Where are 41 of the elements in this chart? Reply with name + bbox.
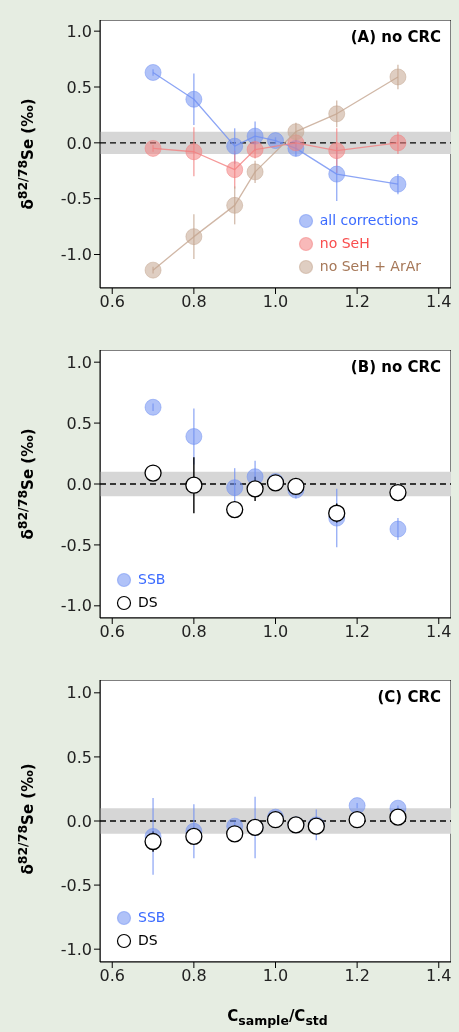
legend-label: SSB	[138, 908, 166, 927]
x-tick-label: 1.0	[262, 966, 289, 986]
legend-label: no SeH	[319, 234, 370, 253]
y-tick-label: 0.5	[66, 413, 92, 433]
legend-label: DS	[138, 593, 158, 612]
x-tick-label: 0.8	[181, 966, 207, 986]
x-axis-title: C$_{sample}$/C$_{std}$	[227, 1007, 328, 1028]
y-tick-label: 0.5	[66, 77, 92, 97]
x-tick-label: 0.6	[99, 966, 125, 986]
y-tick-label: -1.0	[60, 245, 92, 265]
x-tick-label: 0.6	[99, 292, 125, 312]
x-tick-label: 1.4	[426, 622, 452, 642]
y-tick-label: 0.5	[66, 747, 92, 767]
legend-label: DS	[138, 931, 158, 950]
legend-label: all corrections	[319, 211, 419, 230]
y-tick-label: 1.0	[66, 683, 92, 703]
x-tick-label: 0.8	[181, 622, 207, 642]
x-tick-label: 1.0	[262, 622, 289, 642]
y-tick-label: -0.5	[60, 875, 92, 895]
x-tick-label: 1.0	[262, 292, 289, 312]
text: (A) no CRC	[350, 28, 441, 46]
text: (B) no CRC	[350, 358, 441, 376]
x-tick-label: 1.2	[344, 966, 370, 986]
x-tick-label: 1.4	[426, 292, 452, 312]
y-tick-label: 1.0	[66, 352, 92, 372]
x-tick-label: 0.8	[181, 292, 207, 312]
x-tick-label: 1.2	[344, 292, 370, 312]
y-tick-label: 0.0	[66, 811, 92, 831]
x-tick-label: 1.4	[426, 966, 452, 986]
y-tick-label: 0.0	[66, 474, 92, 494]
y-tick-label: -0.5	[60, 189, 92, 209]
y-tick-label: -1.0	[60, 596, 92, 616]
y-tick-label: 1.0	[66, 21, 92, 41]
x-tick-label: 1.2	[344, 622, 370, 642]
y-tick-label: -0.5	[60, 535, 92, 555]
y-tick-label: -1.0	[60, 939, 92, 959]
legend-label: no SeH + ArAr	[319, 257, 421, 276]
y-tick-label: 0.0	[66, 133, 92, 153]
x-tick-label: 0.6	[99, 622, 125, 642]
legend-label: SSB	[138, 570, 166, 589]
text: (C) CRC	[377, 688, 441, 706]
